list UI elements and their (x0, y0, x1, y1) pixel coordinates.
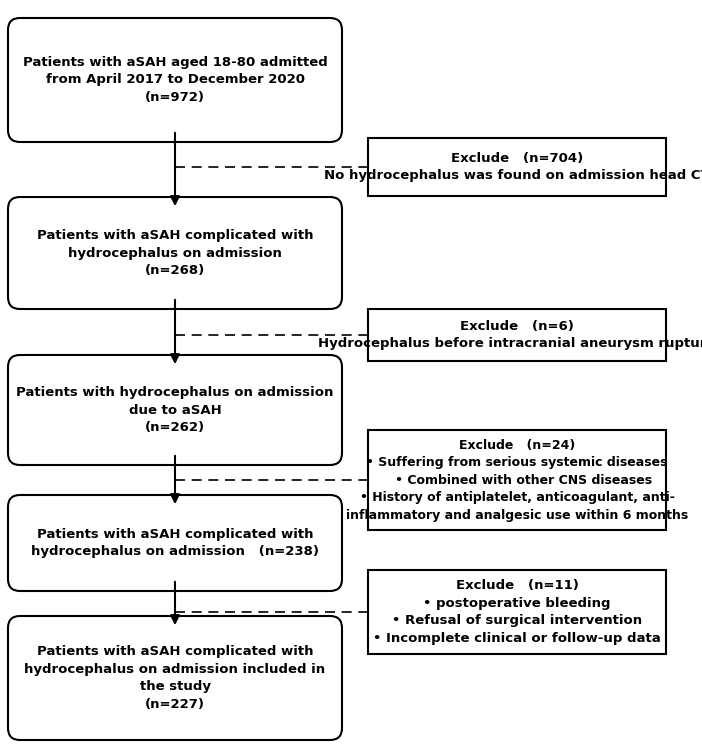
Text: Exclude   (n=704)
No hydrocephalus was found on admission head CT: Exclude (n=704) No hydrocephalus was fou… (324, 152, 702, 182)
Text: Exclude   (n=6)
Hydrocephalus before intracranial aneurysm rupture: Exclude (n=6) Hydrocephalus before intra… (318, 320, 702, 350)
Text: Patients with aSAH aged 18-80 admitted
from April 2017 to December 2020
(n=972): Patients with aSAH aged 18-80 admitted f… (22, 56, 327, 104)
FancyBboxPatch shape (8, 18, 342, 142)
FancyBboxPatch shape (368, 570, 666, 654)
Text: Patients with hydrocephalus on admission
due to aSAH
(n=262): Patients with hydrocephalus on admission… (16, 386, 333, 434)
Text: Patients with aSAH complicated with
hydrocephalus on admission included in
the s: Patients with aSAH complicated with hydr… (25, 645, 326, 711)
FancyBboxPatch shape (8, 197, 342, 309)
FancyBboxPatch shape (368, 309, 666, 361)
Text: Exclude   (n=11)
• postoperative bleeding
• Refusal of surgical intervention
• I: Exclude (n=11) • postoperative bleeding … (373, 580, 661, 645)
Text: Exclude   (n=24)
• Suffering from serious systemic diseases
   • Combined with o: Exclude (n=24) • Suffering from serious … (346, 438, 688, 522)
FancyBboxPatch shape (8, 355, 342, 465)
FancyBboxPatch shape (8, 616, 342, 740)
FancyBboxPatch shape (368, 138, 666, 196)
Text: Patients with aSAH complicated with
hydrocephalus on admission
(n=268): Patients with aSAH complicated with hydr… (37, 229, 313, 277)
FancyBboxPatch shape (368, 430, 666, 530)
FancyBboxPatch shape (8, 495, 342, 591)
Text: Patients with aSAH complicated with
hydrocephalus on admission   (n=238): Patients with aSAH complicated with hydr… (31, 527, 319, 558)
